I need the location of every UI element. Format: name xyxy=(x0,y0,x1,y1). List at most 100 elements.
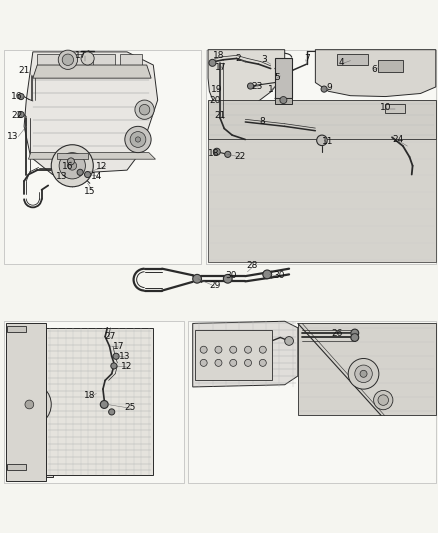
Text: 13: 13 xyxy=(7,132,18,141)
Text: 3: 3 xyxy=(261,55,267,64)
Text: 16: 16 xyxy=(62,162,74,171)
Text: 14: 14 xyxy=(91,172,102,181)
Text: 30: 30 xyxy=(225,271,237,280)
Text: 21: 21 xyxy=(18,66,30,75)
Circle shape xyxy=(374,391,393,410)
Circle shape xyxy=(16,391,42,418)
Text: 21: 21 xyxy=(214,111,226,120)
Circle shape xyxy=(263,270,272,279)
Text: 18: 18 xyxy=(213,51,225,60)
Text: 22: 22 xyxy=(234,151,246,160)
Circle shape xyxy=(200,346,207,353)
Polygon shape xyxy=(46,328,153,474)
Circle shape xyxy=(360,370,367,377)
Polygon shape xyxy=(7,332,53,477)
Polygon shape xyxy=(57,154,88,159)
Circle shape xyxy=(230,346,237,353)
Circle shape xyxy=(259,359,266,366)
Polygon shape xyxy=(208,140,436,262)
Circle shape xyxy=(25,400,34,409)
Polygon shape xyxy=(37,54,59,67)
Circle shape xyxy=(135,137,141,142)
Polygon shape xyxy=(208,100,436,140)
Circle shape xyxy=(7,383,51,426)
Circle shape xyxy=(225,151,231,157)
Text: 8: 8 xyxy=(259,117,265,126)
Polygon shape xyxy=(28,152,155,159)
Polygon shape xyxy=(24,52,158,174)
Text: 4: 4 xyxy=(339,58,344,67)
Polygon shape xyxy=(120,54,142,67)
Text: 16: 16 xyxy=(11,92,22,101)
Circle shape xyxy=(378,395,389,405)
Text: 11: 11 xyxy=(322,137,333,146)
Circle shape xyxy=(355,365,372,383)
Text: 7: 7 xyxy=(304,54,310,63)
Text: 17: 17 xyxy=(75,51,87,60)
Circle shape xyxy=(244,346,251,353)
Circle shape xyxy=(58,50,78,69)
Bar xyxy=(206,50,436,264)
Polygon shape xyxy=(208,50,285,109)
Polygon shape xyxy=(275,98,292,104)
Circle shape xyxy=(193,274,201,283)
Circle shape xyxy=(81,52,94,65)
Circle shape xyxy=(348,359,379,389)
Circle shape xyxy=(280,96,287,103)
Circle shape xyxy=(247,83,254,89)
Text: 23: 23 xyxy=(252,82,263,91)
Text: 22: 22 xyxy=(11,111,22,120)
Circle shape xyxy=(130,132,146,147)
Circle shape xyxy=(209,59,216,66)
Circle shape xyxy=(351,329,359,337)
Text: 13: 13 xyxy=(56,172,67,181)
Text: 5: 5 xyxy=(274,73,280,82)
Circle shape xyxy=(230,359,237,366)
Circle shape xyxy=(351,334,359,342)
Circle shape xyxy=(321,86,327,92)
Text: 1: 1 xyxy=(268,85,274,94)
Text: 18: 18 xyxy=(84,391,95,400)
Circle shape xyxy=(59,152,85,179)
Polygon shape xyxy=(93,54,115,67)
Text: 18: 18 xyxy=(208,149,219,158)
Text: 15: 15 xyxy=(84,187,95,196)
Text: 12: 12 xyxy=(121,362,133,371)
Circle shape xyxy=(100,400,108,408)
Circle shape xyxy=(18,111,24,118)
Circle shape xyxy=(111,363,117,369)
Polygon shape xyxy=(193,321,298,387)
Circle shape xyxy=(77,169,83,175)
Text: 2: 2 xyxy=(235,54,240,63)
Text: 9: 9 xyxy=(326,83,332,92)
Text: 6: 6 xyxy=(371,65,378,74)
Text: 25: 25 xyxy=(125,403,136,412)
Circle shape xyxy=(113,353,119,359)
Circle shape xyxy=(215,346,222,353)
Polygon shape xyxy=(7,326,26,332)
Text: 19: 19 xyxy=(211,85,223,94)
Polygon shape xyxy=(315,50,436,96)
Circle shape xyxy=(317,135,327,146)
Circle shape xyxy=(200,359,207,366)
Circle shape xyxy=(285,336,293,345)
Polygon shape xyxy=(385,104,405,113)
Circle shape xyxy=(125,126,151,152)
Polygon shape xyxy=(6,324,46,481)
Circle shape xyxy=(259,346,266,353)
Circle shape xyxy=(109,409,115,415)
Circle shape xyxy=(135,100,154,119)
Text: 24: 24 xyxy=(392,135,403,144)
Text: 27: 27 xyxy=(105,332,116,341)
Circle shape xyxy=(68,161,77,170)
Circle shape xyxy=(244,359,251,366)
Polygon shape xyxy=(337,54,368,65)
Bar xyxy=(188,321,436,483)
Text: 20: 20 xyxy=(210,95,221,104)
Polygon shape xyxy=(298,324,436,415)
Polygon shape xyxy=(7,464,26,470)
Text: 10: 10 xyxy=(380,103,391,112)
Circle shape xyxy=(67,158,74,165)
Circle shape xyxy=(51,145,93,187)
Circle shape xyxy=(213,148,220,155)
